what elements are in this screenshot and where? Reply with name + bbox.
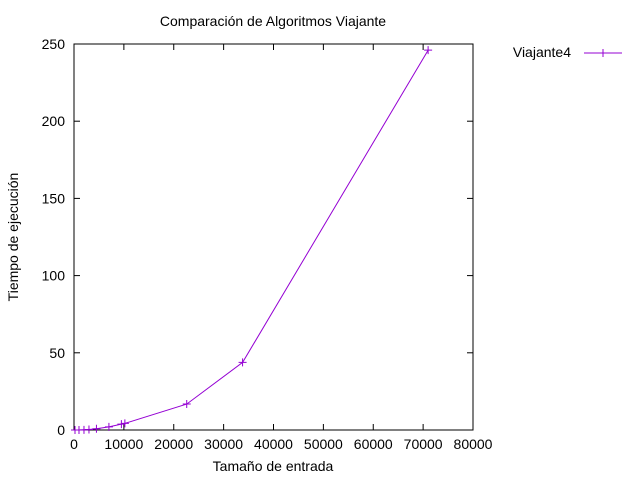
series-line [75, 49, 429, 431]
y-tick-label: 150 [42, 190, 66, 206]
y-tick-label: 250 [42, 36, 66, 52]
legend-label: Viajante4 [513, 44, 571, 60]
chart-title: Comparación de Algoritmos Viajante [160, 13, 386, 29]
x-tick-label: 40000 [254, 436, 293, 452]
data-point [84, 425, 93, 434]
legend-marker-sample [599, 49, 607, 57]
y-tick-label: 50 [49, 345, 65, 361]
x-axis-label: Tamaño de entrada [213, 458, 334, 474]
x-axis: 0 10000 20000 30000 40000 50000 60000 70000 8000… [70, 44, 493, 452]
plot-frame [73, 43, 474, 431]
x-tick-label: 70000 [404, 436, 443, 452]
y-axis-label: Tiempo de ejecución [5, 173, 21, 302]
data-point [120, 419, 129, 428]
series-layer [70, 46, 433, 434]
x-tick-label: 60000 [354, 436, 393, 452]
data-point [92, 424, 101, 433]
legend: Viajante4 [513, 44, 622, 60]
x-tick-label: 20000 [154, 436, 193, 452]
y-tick-label: 0 [57, 422, 65, 438]
x-tick-label: 10000 [104, 436, 143, 452]
data-point [117, 420, 126, 429]
x-tick-label: 0 [70, 436, 78, 452]
data-point [104, 422, 113, 431]
x-tick-label: 30000 [204, 436, 243, 452]
data-point [238, 358, 247, 367]
data-point [424, 46, 433, 55]
x-tick-label: 50000 [304, 436, 343, 452]
y-tick-label: 200 [42, 113, 66, 129]
y-tick-label: 100 [42, 268, 66, 284]
y-axis: 0 50 100 150 200 250 [42, 36, 473, 438]
data-point [182, 400, 191, 409]
x-tick-label: 80000 [454, 436, 493, 452]
